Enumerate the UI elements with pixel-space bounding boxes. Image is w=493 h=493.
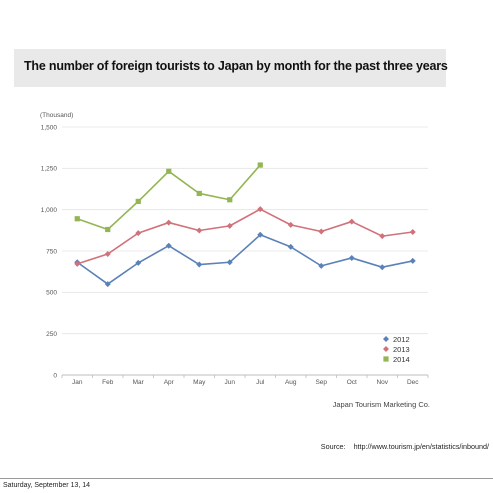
source-url[interactable]: http://www.tourism.jp/en/statistics/inbo… (353, 442, 489, 451)
y-unit-label: (Thousand) (40, 112, 73, 119)
data-point-2013 (348, 218, 355, 225)
slide: The number of foreign tourists to Japan … (14, 49, 489, 451)
data-point-2013 (287, 221, 294, 228)
data-point-2013 (257, 206, 264, 213)
data-point-2012 (104, 281, 111, 288)
data-point-2012 (348, 254, 355, 261)
data-point-2012 (409, 257, 416, 264)
data-point-2013 (104, 250, 111, 257)
data-point-2013 (226, 222, 233, 229)
data-point-2014 (227, 197, 233, 203)
data-point-2012 (196, 261, 203, 268)
y-tick-label: 0 (53, 372, 57, 379)
legend-label-2014: 2014 (393, 355, 410, 364)
data-point-2014 (74, 216, 80, 222)
legend-marker-2012 (383, 336, 389, 342)
data-point-2013 (135, 230, 142, 237)
y-tick-label: 1,250 (41, 166, 58, 173)
data-point-2014 (257, 162, 263, 168)
data-point-2012 (165, 242, 172, 249)
legend-label-2013: 2013 (393, 345, 410, 354)
chart-title: The number of foreign tourists to Japan … (24, 59, 448, 73)
data-point-2014 (105, 226, 111, 233)
y-tick-label: 1,000 (41, 207, 58, 214)
legend-marker-2013 (383, 346, 389, 352)
data-point-2013 (379, 233, 386, 240)
data-point-2012 (318, 262, 325, 269)
x-tick-label: Aug (285, 379, 297, 386)
data-point-2013 (165, 219, 172, 226)
x-tick-label: Jan (72, 379, 83, 386)
title-band: The number of foreign tourists to Japan … (14, 49, 448, 87)
legend-label-2012: 2012 (393, 335, 410, 344)
data-point-2014 (166, 168, 172, 174)
series-line-2013 (77, 208, 413, 265)
y-tick-label: 250 (46, 331, 57, 338)
x-tick-label: Jun (225, 379, 236, 386)
data-point-2013 (196, 227, 203, 234)
source-label: Source: (320, 442, 346, 451)
x-tick-label: Dec (407, 379, 419, 386)
footer-divider (0, 478, 493, 479)
data-point-2012 (135, 259, 142, 266)
data-point-2012 (226, 259, 233, 266)
x-tick-label: Sep (315, 379, 327, 386)
data-point-2014 (196, 190, 202, 197)
x-tick-label: Oct (347, 379, 357, 386)
legend-marker-2014 (383, 356, 389, 362)
x-tick-label: May (193, 379, 206, 386)
credit-text: Japan Tourism Marketing Co. (332, 400, 430, 409)
line-chart: (Thousand) 0 250 500 750 1,000 1,250 1,500 Jan Fe… (40, 112, 429, 386)
y-tick-label: 1,500 (41, 124, 58, 131)
data-point-2014 (135, 198, 141, 204)
x-tick-label: Feb (102, 379, 114, 386)
data-point-2013 (74, 260, 81, 267)
source-line: Source: http://www.tourism.jp/en/statisti… (321, 442, 489, 451)
data-point-2012 (287, 243, 294, 250)
y-tick-label: 750 (46, 248, 57, 255)
x-tick-label: Mar (133, 379, 145, 386)
data-point-2013 (318, 228, 325, 235)
series-line-2012 (76, 233, 413, 285)
footer-date: Saturday, September 13, 14 (3, 482, 91, 489)
data-point-2012 (379, 264, 386, 271)
x-tick-label: Jul (256, 379, 265, 386)
x-tick-label: Apr (164, 379, 175, 386)
x-tick-label: Nov (376, 379, 388, 386)
data-point-2013 (409, 228, 416, 235)
y-tick-label: 500 (46, 290, 57, 297)
data-point-2012 (257, 231, 264, 238)
